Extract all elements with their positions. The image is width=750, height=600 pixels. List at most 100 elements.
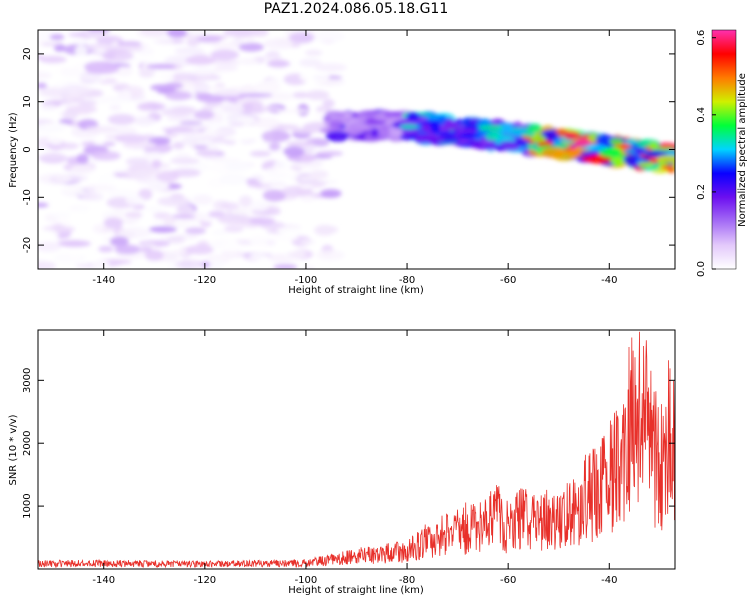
- spectrogram-cell: [165, 90, 193, 101]
- spectrogram-cell: [62, 109, 78, 120]
- spectrogram-cell: [139, 246, 152, 253]
- spectrogram-cell: [599, 147, 622, 158]
- spectrogram-cell: [52, 211, 71, 218]
- spectrogram-cell: [119, 89, 132, 101]
- spectrogram-cell: [267, 59, 289, 68]
- spectrogram-cell: [581, 155, 605, 163]
- spectrogram-cell: [168, 183, 183, 189]
- spectrogram-cell: [322, 98, 335, 108]
- spectrogram-cell: [103, 217, 123, 229]
- spectrogram-cell: [38, 71, 53, 79]
- spectrogram-cell: [172, 141, 185, 150]
- spectrogram-cell: [138, 69, 155, 78]
- spectrogram-cell: [211, 60, 241, 65]
- colorbar-tick-label: 0.2: [696, 184, 707, 200]
- spectrogram-cell: [288, 31, 315, 44]
- spectrogram-cell: [192, 65, 216, 76]
- spectrogram-cell: [114, 244, 141, 255]
- spectrogram-cell: [38, 154, 68, 160]
- spectrogram-cell: [609, 138, 624, 146]
- spectrogram-cell: [656, 155, 675, 163]
- spectrogram-cell: [316, 250, 345, 261]
- spectrogram-cell: [238, 58, 259, 65]
- spectrogram-cell: [150, 104, 161, 110]
- spectrogram-cell: [324, 110, 343, 118]
- spectrogram-cell: [214, 64, 239, 72]
- spectrogram-cell: [186, 38, 200, 47]
- spectrogram-cell: [38, 261, 56, 269]
- spectrogram-cell: [174, 47, 205, 55]
- spectrogram-cell: [623, 138, 638, 145]
- snr-ylabel: SNR (10 * v/v): [8, 414, 19, 485]
- spectrogram-cell: [311, 30, 345, 43]
- spectrogram-cell: [637, 161, 654, 167]
- spectrogram-cell: [497, 123, 514, 135]
- chart-title: PAZ1.2024.086.05.18.G11: [263, 1, 449, 17]
- spectrogram-cell: [430, 122, 441, 134]
- spectrogram-cell: [114, 134, 148, 144]
- spectrogram-cell: [468, 139, 484, 149]
- spectrogram-cell: [480, 140, 494, 146]
- spectrogram-cell: [220, 202, 240, 210]
- colorbar-gradient: [711, 29, 737, 270]
- spectrogram-cell: [269, 67, 280, 79]
- spectrogram-cell: [94, 49, 107, 54]
- spectrogram-cell: [458, 133, 481, 139]
- y-tick-label: -20: [22, 237, 33, 253]
- spectrogram-cell: [263, 38, 298, 50]
- spectrogram-cell: [187, 30, 213, 37]
- spectrogram-cell: [185, 227, 206, 235]
- x-tick-label: -140: [92, 575, 115, 586]
- spectrogram-cell: [43, 122, 67, 128]
- spectrogram-cell: [437, 131, 458, 137]
- spectrogram-cell: [102, 141, 116, 147]
- spectrogram-cell: [196, 149, 219, 156]
- spectrogram-cell: [166, 116, 198, 122]
- spectrogram-cell: [195, 35, 223, 43]
- spectrogram-cell: [219, 173, 247, 186]
- spectrogram-cell: [217, 214, 252, 225]
- spectrogram-cell: [370, 127, 379, 138]
- spectrogram-cell: [78, 73, 107, 82]
- spectrogram-cell: [623, 154, 638, 165]
- spectrogram-cell: [85, 64, 119, 75]
- spectrogram-cell: [247, 181, 263, 188]
- spectrogram-cell: [109, 236, 129, 247]
- spectrogram-cell: [250, 243, 272, 252]
- spectrogram-cell: [107, 114, 136, 125]
- spectrogram-cell: [223, 30, 257, 37]
- spectrogram-cell: [463, 128, 477, 135]
- spectrogram-cell: [249, 234, 268, 246]
- spectrogram-cell: [420, 123, 430, 130]
- spectrogram-cell: [81, 190, 97, 201]
- spectrogram-cell: [38, 229, 59, 241]
- spectrogram-cell: [174, 259, 205, 269]
- spectrogram-cell: [290, 43, 301, 48]
- spectrogram-cell: [478, 124, 503, 132]
- spectrogram-cell: [85, 43, 115, 52]
- spectrogram-cell: [85, 125, 119, 134]
- colorbar: 0.0 0.2 0.4 0.6 Normalized spectral amplitu…: [696, 29, 748, 277]
- spectrogram-cell: [125, 195, 144, 206]
- spectrogram-cell: [305, 49, 323, 56]
- spectrogram-cell: [250, 30, 269, 37]
- spectrogram-cell: [485, 132, 499, 141]
- spectrogram-cell: [648, 142, 659, 149]
- spectrogram-cell: [164, 82, 184, 90]
- spectrogram-cell: [185, 55, 216, 65]
- spectrogram-cell: [633, 147, 646, 154]
- spectrogram-cell: [541, 147, 566, 158]
- spectrogram-blobs: [38, 30, 675, 269]
- spectrogram-cell: [168, 72, 200, 83]
- spectrogram-cell: [38, 82, 48, 89]
- spectrogram-cell: [156, 170, 180, 182]
- spectrogram-cell: [282, 117, 296, 124]
- spectrogram-cell: [56, 142, 79, 150]
- spectrogram-cell: [286, 252, 306, 257]
- spectrogram-cell: [100, 227, 117, 233]
- spectrogram-cell: [117, 41, 142, 47]
- colorbar-tick-label: 0.6: [696, 30, 707, 46]
- spectrogram-cell: [91, 260, 110, 268]
- spectrogram-ylabel: Frequency (Hz): [8, 112, 19, 188]
